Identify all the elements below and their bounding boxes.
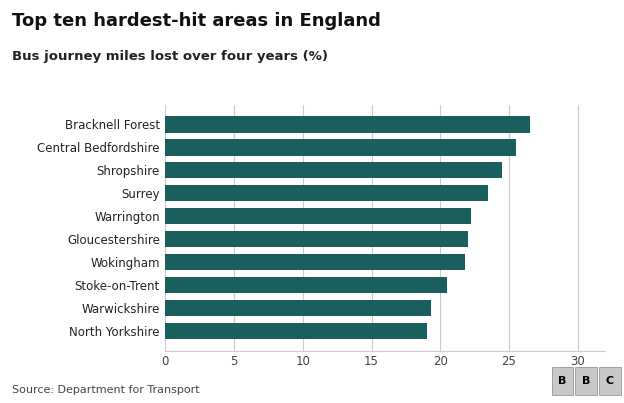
Text: C: C	[606, 376, 614, 386]
Bar	[165, 162, 502, 179]
Bar	[165, 116, 530, 133]
Bar	[165, 300, 431, 316]
Bar	[165, 139, 516, 156]
Text: Bus journey miles lost over four years (%): Bus journey miles lost over four years (…	[12, 50, 328, 63]
Text: B: B	[558, 376, 567, 386]
Text: Top ten hardest-hit areas in England: Top ten hardest-hit areas in England	[12, 12, 381, 30]
Bar	[165, 231, 468, 247]
Bar	[165, 254, 465, 270]
Bar	[165, 185, 489, 202]
Bar	[165, 323, 427, 339]
Text: Source: Department for Transport: Source: Department for Transport	[12, 385, 200, 395]
Bar	[165, 277, 447, 293]
Bar	[165, 208, 470, 224]
Text: B: B	[582, 376, 590, 386]
